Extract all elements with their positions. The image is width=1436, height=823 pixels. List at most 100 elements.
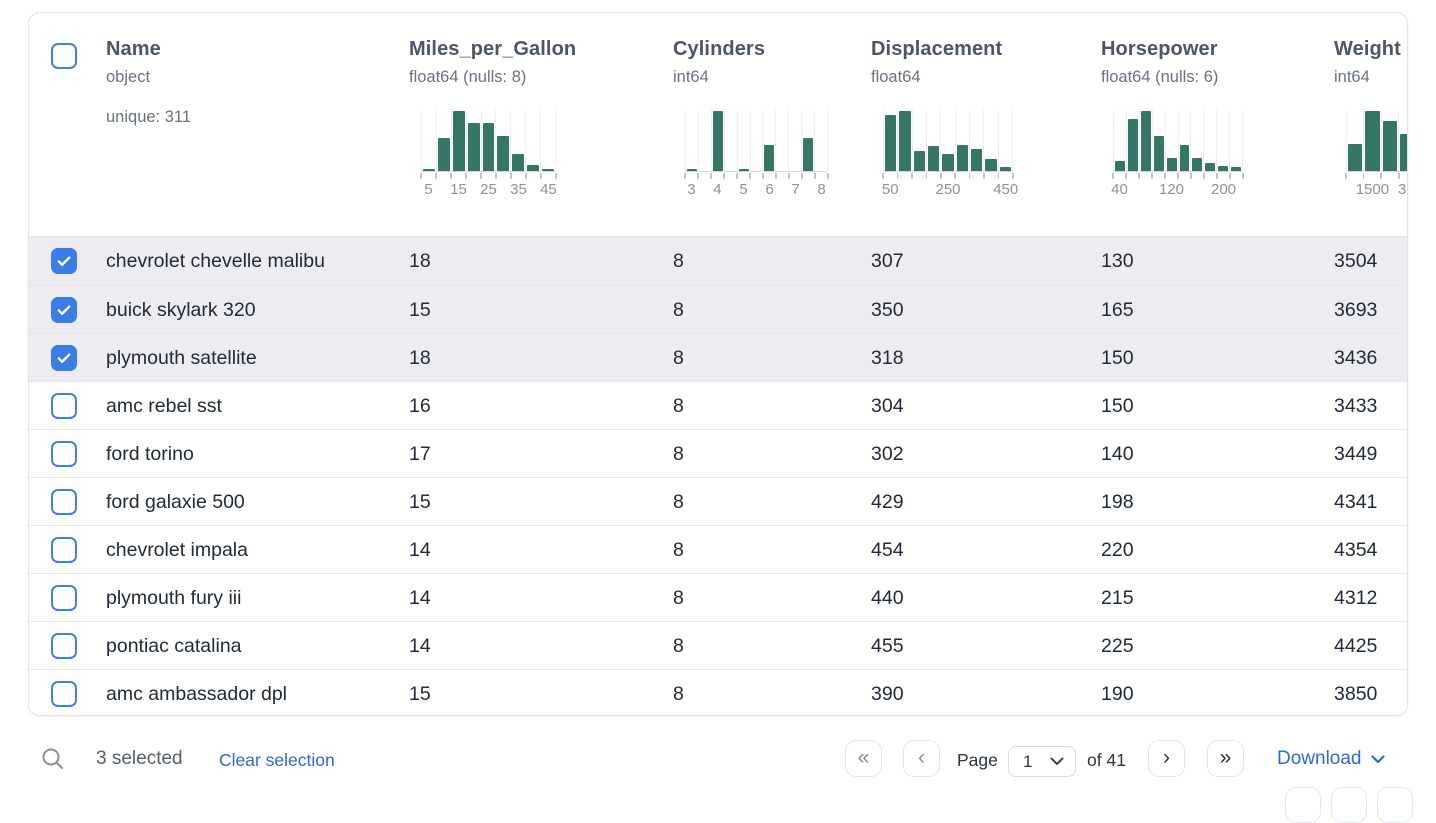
axis-tick-label: 40 bbox=[1111, 181, 1128, 198]
row-checkbox[interactable] bbox=[51, 680, 77, 707]
histogram-bar bbox=[497, 136, 510, 171]
column-header-mpg: Miles_per_Gallon float64 (nulls: 8) 5 15 25 3… bbox=[409, 13, 673, 236]
histogram-bin bbox=[1382, 110, 1400, 171]
table-row[interactable]: ford galaxie 500 15 8 429 198 4341 bbox=[29, 477, 1407, 525]
histogram-bar bbox=[1231, 167, 1242, 171]
first-page-button[interactable]: « bbox=[845, 740, 882, 777]
axis-tick-label: 7 bbox=[791, 181, 800, 198]
histogram-bar bbox=[1179, 145, 1190, 171]
previous-page-icon: ‹ bbox=[918, 745, 925, 769]
clipped-button[interactable] bbox=[1377, 787, 1413, 823]
cell-name: amc ambassador dpl bbox=[106, 682, 288, 705]
row-checkbox[interactable] bbox=[51, 392, 77, 419]
histogram-bar bbox=[1115, 161, 1125, 171]
row-checkbox[interactable] bbox=[51, 584, 77, 611]
histogram-bar bbox=[956, 145, 968, 171]
row-checkbox[interactable] bbox=[51, 440, 77, 467]
table-row[interactable]: chevrolet chevelle malibu 18 8 307 130 3504 bbox=[29, 237, 1407, 285]
table-row[interactable]: ford torino 17 8 302 140 3449 bbox=[29, 429, 1407, 477]
cell-weight: 3693 bbox=[1334, 298, 1378, 321]
histogram-bar bbox=[482, 123, 495, 171]
histogram-bar bbox=[1127, 119, 1138, 171]
histogram-bin bbox=[956, 110, 970, 171]
table-row[interactable]: amc ambassador dpl 15 8 390 190 3850 bbox=[29, 669, 1407, 715]
histogram-bin bbox=[482, 110, 497, 171]
data-table-card: Name object unique: 311 Miles_per_Gallon flo… bbox=[28, 12, 1408, 716]
histogram-bin bbox=[763, 110, 777, 171]
column-histogram[interactable]: 1500 3500 bbox=[1345, 110, 1407, 200]
cell-weight: 4425 bbox=[1334, 634, 1378, 657]
table-row[interactable]: pontiac catalina 14 8 455 225 4425 bbox=[29, 621, 1407, 669]
last-page-button[interactable]: » bbox=[1207, 740, 1244, 777]
cell-horsepower: 225 bbox=[1101, 634, 1134, 657]
histogram-bin bbox=[1217, 110, 1231, 171]
next-page-button[interactable]: › bbox=[1148, 740, 1185, 777]
histogram-bar bbox=[423, 169, 435, 171]
chevron-down-icon bbox=[1050, 757, 1064, 765]
cell-weight: 3504 bbox=[1334, 250, 1378, 272]
histogram-bin bbox=[789, 110, 803, 171]
column-histogram[interactable]: 50 250 450 bbox=[882, 110, 1018, 200]
axis-tick-mark bbox=[954, 173, 956, 179]
axis-tick-mark bbox=[968, 173, 971, 179]
histogram-bar bbox=[542, 169, 555, 171]
axis-tick-mark bbox=[1177, 173, 1179, 179]
cell-weight: 3433 bbox=[1334, 394, 1378, 417]
row-checkbox[interactable] bbox=[51, 344, 77, 371]
axis-tick-mark bbox=[1012, 173, 1014, 179]
histogram-bar bbox=[738, 169, 749, 171]
clipped-button[interactable] bbox=[1285, 787, 1321, 823]
cell-displacement: 304 bbox=[871, 394, 904, 417]
histogram-bin bbox=[541, 110, 555, 171]
histogram-bar bbox=[764, 145, 775, 171]
table-row[interactable]: amc rebel sst 16 8 304 150 3433 bbox=[29, 381, 1407, 429]
row-checkbox[interactable] bbox=[51, 488, 77, 515]
axis-tick-label: 3 bbox=[687, 181, 696, 198]
cell-mpg: 18 bbox=[409, 250, 431, 272]
cell-name: pontiac catalina bbox=[106, 634, 242, 657]
cell-mpg: 16 bbox=[409, 394, 431, 417]
axis-tick-mark bbox=[1151, 173, 1153, 179]
clipped-button[interactable] bbox=[1331, 787, 1367, 823]
select-all-checkbox[interactable] bbox=[51, 43, 77, 69]
cell-name: ford galaxie 500 bbox=[106, 490, 245, 513]
clear-selection-link[interactable]: Clear selection bbox=[219, 750, 335, 770]
previous-page-button[interactable]: ‹ bbox=[903, 740, 940, 777]
histogram-bin bbox=[1114, 110, 1127, 171]
table-row[interactable]: plymouth satellite 18 8 318 150 3436 bbox=[29, 333, 1407, 381]
download-button[interactable]: Download bbox=[1277, 748, 1385, 770]
row-checkbox[interactable] bbox=[51, 248, 77, 274]
histogram-bin bbox=[1140, 110, 1153, 171]
table-row[interactable]: plymouth fury iii 14 8 440 215 4312 bbox=[29, 573, 1407, 621]
cell-horsepower: 198 bbox=[1101, 490, 1134, 513]
cell-displacement: 307 bbox=[871, 250, 904, 272]
cell-horsepower: 165 bbox=[1101, 298, 1134, 321]
column-histogram[interactable]: 40 120 200 bbox=[1111, 110, 1244, 200]
histogram-bar bbox=[1365, 111, 1380, 171]
histogram-bar bbox=[985, 159, 997, 171]
cell-mpg: 15 bbox=[409, 682, 431, 705]
axis-tick-mark bbox=[788, 173, 790, 179]
histogram-bin bbox=[1347, 110, 1365, 171]
first-page-icon: « bbox=[857, 745, 870, 769]
axis-tick-mark bbox=[555, 173, 557, 179]
histogram-bin bbox=[927, 110, 942, 171]
row-checkbox[interactable] bbox=[51, 296, 77, 323]
cell-horsepower: 190 bbox=[1101, 682, 1134, 705]
axis-tick-mark bbox=[435, 173, 437, 179]
histogram-bin bbox=[970, 110, 985, 171]
column-histogram[interactable]: 5 15 25 35 45 bbox=[420, 110, 557, 200]
table-header-row: Name object unique: 311 Miles_per_Gallon flo… bbox=[29, 13, 1407, 237]
page-select[interactable]: 1 bbox=[1008, 746, 1076, 777]
histogram-bar bbox=[1205, 163, 1216, 171]
histogram-bin bbox=[999, 110, 1012, 171]
table-row[interactable]: chevrolet impala 14 8 454 220 4354 bbox=[29, 525, 1407, 573]
column-unique-count: unique: 311 bbox=[106, 108, 192, 126]
row-checkbox[interactable] bbox=[51, 632, 77, 659]
search-icon[interactable] bbox=[40, 746, 66, 772]
histogram-bin bbox=[913, 110, 927, 171]
table-row[interactable]: buick skylark 320 15 8 350 165 3693 bbox=[29, 285, 1407, 333]
axis-tick-mark bbox=[540, 173, 542, 179]
row-checkbox[interactable] bbox=[51, 536, 77, 563]
